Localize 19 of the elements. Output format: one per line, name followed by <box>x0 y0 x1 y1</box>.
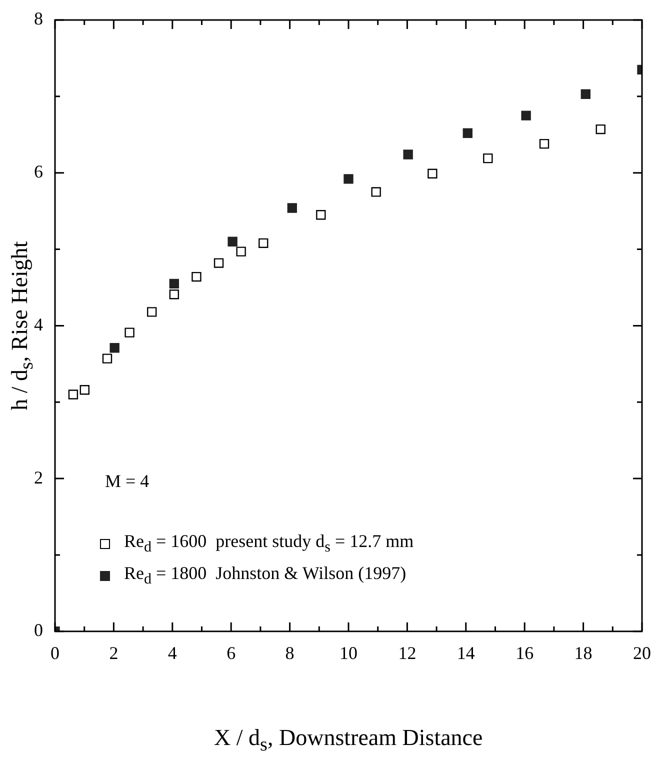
annotation: M = 4 <box>105 471 150 492</box>
x-tick-label: 14 <box>456 642 475 663</box>
x-tick-label: 18 <box>574 642 592 663</box>
x-tick-label: 20 <box>633 642 651 663</box>
legend-label: Re$_{d}$ = 1600 present study d$_{s}$ = 12.7 mm <box>124 531 414 557</box>
y-tick-label: 8 <box>34 8 43 29</box>
y-tick-label: 6 <box>34 162 43 182</box>
x-tick-label: 12 <box>398 642 416 663</box>
y-tick-label: 0 <box>34 620 43 640</box>
x-tick-label: 2 <box>109 642 118 663</box>
x-axis-title: X / d$_{s}$, Downstream Distance <box>214 725 483 757</box>
x-tick-label: 0 <box>50 642 60 663</box>
x-tick-label: 6 <box>226 642 236 663</box>
x-tick-label: 8 <box>285 642 294 663</box>
y-tick-label: 2 <box>34 467 43 488</box>
legend-label: Re$_{d}$ = 1800 Johnston & Wilson (1997) <box>124 563 406 589</box>
x-tick-label: 16 <box>516 642 534 663</box>
x-tick-label: 4 <box>168 642 177 663</box>
x-tick-label: 10 <box>340 642 358 663</box>
